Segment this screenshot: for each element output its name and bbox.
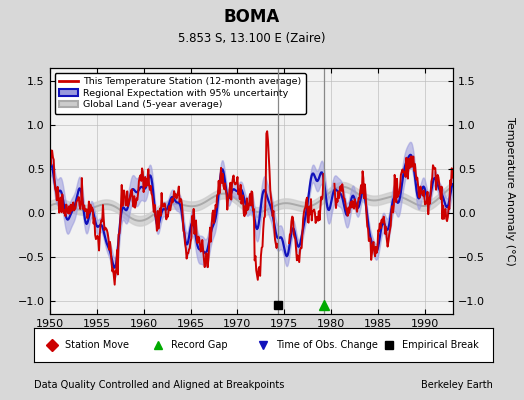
- Text: 5.853 S, 13.100 E (Zaire): 5.853 S, 13.100 E (Zaire): [178, 32, 325, 45]
- Text: Station Move: Station Move: [65, 340, 129, 350]
- Legend: This Temperature Station (12-month average), Regional Expectation with 95% uncer: This Temperature Station (12-month avera…: [54, 73, 306, 114]
- Text: Record Gap: Record Gap: [171, 340, 227, 350]
- Text: Data Quality Controlled and Aligned at Breakpoints: Data Quality Controlled and Aligned at B…: [34, 380, 285, 390]
- Text: BOMA: BOMA: [223, 8, 280, 26]
- Y-axis label: Temperature Anomaly (°C): Temperature Anomaly (°C): [505, 117, 515, 265]
- Text: Empirical Break: Empirical Break: [402, 340, 479, 350]
- Text: Berkeley Earth: Berkeley Earth: [421, 380, 493, 390]
- Text: Time of Obs. Change: Time of Obs. Change: [276, 340, 378, 350]
